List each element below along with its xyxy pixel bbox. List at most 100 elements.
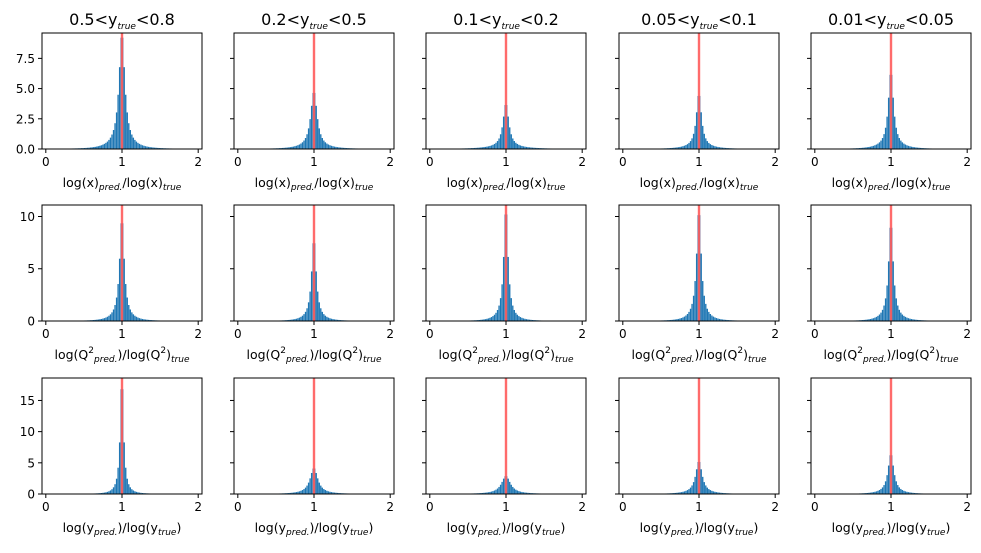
histogram-bar: [126, 478, 128, 494]
x-tick-label: 0: [811, 155, 819, 169]
label-part: /: [506, 347, 511, 362]
histogram-bar: [910, 319, 913, 321]
histogram-bar: [131, 134, 133, 149]
histogram-bar: [292, 146, 295, 149]
label-part: log(Q: [127, 347, 161, 362]
label-part: true: [927, 528, 946, 538]
histogram-bar: [904, 491, 907, 494]
histogram-bar: [474, 147, 476, 149]
histogram-bar: [862, 147, 864, 149]
x-tick-label: 2: [963, 327, 971, 341]
label-part: log(y: [447, 520, 479, 535]
x-tick-label: 2: [578, 155, 586, 169]
histogram-bar: [516, 314, 519, 321]
histogram-bar: [129, 309, 131, 321]
histogram-bar: [723, 319, 725, 321]
x-tick-label: 0: [234, 327, 242, 341]
histogram-bar: [860, 147, 862, 149]
label-part: log(y: [896, 520, 928, 535]
label-part: <: [905, 10, 918, 29]
histogram-bar: [289, 319, 291, 321]
column-title: 0.05<ytrue<0.1: [641, 10, 757, 32]
histogram-bar: [894, 475, 896, 494]
label-part: /: [891, 347, 896, 362]
histogram-bar: [706, 141, 708, 149]
histogram-bar: [315, 271, 317, 321]
histogram-bar: [692, 295, 695, 321]
histogram-bar: [135, 316, 138, 321]
histogram-bar: [495, 489, 497, 494]
x-tick-label: 0: [619, 327, 627, 341]
histogram-bar: [493, 314, 496, 321]
histogram-bar: [112, 309, 115, 321]
histogram-bar: [102, 492, 104, 494]
histogram-bar: [686, 314, 689, 321]
histogram-bar: [515, 142, 517, 149]
histogram-bar: [128, 484, 130, 494]
histogram-bar: [680, 492, 683, 494]
histogram-bar: [109, 137, 112, 149]
histogram-bar: [900, 488, 902, 494]
x-tick-label: 1: [118, 500, 126, 514]
label-part: true: [555, 355, 574, 365]
histogram-bar: [522, 318, 525, 321]
label-part: ): [502, 347, 507, 362]
x-tick-label: 2: [771, 327, 779, 341]
histogram-bar: [721, 147, 724, 149]
histogram-bar: [874, 317, 876, 321]
histogram-bar: [895, 298, 897, 321]
x-tick-label: 2: [963, 155, 971, 169]
histogram-bar: [333, 146, 336, 149]
histogram-bar: [913, 147, 916, 149]
histogram-bar: [108, 491, 110, 494]
histogram-bar: [492, 144, 494, 149]
label-part: log(x): [511, 175, 547, 190]
histogram-bar: [674, 319, 676, 321]
x-tick-label: 1: [502, 327, 510, 341]
histogram-bar: [483, 492, 485, 494]
x-tick-label: 0: [234, 500, 242, 514]
x-tick-label: 0: [426, 327, 434, 341]
histogram-bar: [530, 319, 532, 321]
histogram-bar: [117, 284, 119, 321]
label-part: ): [118, 520, 123, 535]
histogram-bar: [724, 319, 727, 321]
histogram-bar: [291, 492, 293, 494]
histogram-bar: [509, 481, 511, 494]
histogram-bar: [502, 478, 505, 494]
histogram-bar: [129, 487, 131, 494]
histogram-bar: [519, 491, 522, 494]
histogram-bar: [880, 488, 882, 494]
histogram-bar: [144, 146, 147, 149]
x-tick-label: 0: [811, 327, 819, 341]
histogram-bar: [291, 319, 293, 321]
histogram-bar: [333, 319, 336, 321]
histogram-bar: [128, 123, 130, 149]
label-part: true: [163, 183, 182, 193]
histogram-bar: [695, 253, 698, 321]
histogram-bar: [109, 314, 112, 321]
x-tick-label: 1: [887, 500, 895, 514]
histogram-bar: [501, 481, 503, 494]
x-tick-label: 0: [42, 327, 50, 341]
histogram-bar: [897, 134, 899, 149]
histogram-bar: [289, 492, 291, 494]
histogram-bar: [892, 97, 894, 149]
label-part: log(Q: [319, 347, 353, 362]
histogram-bar: [507, 478, 509, 494]
histogram-bar: [887, 261, 890, 321]
histogram-bar: [694, 476, 696, 494]
histogram-bar: [481, 492, 483, 494]
x-axis-label: log(x)pred./log(x)true: [447, 175, 566, 193]
label-part: /: [122, 520, 127, 535]
histogram-bar: [324, 315, 327, 321]
histogram-bar: [694, 281, 696, 321]
histogram-bar: [323, 489, 325, 494]
x-tick-label: 1: [695, 155, 703, 169]
histogram-bar: [291, 146, 293, 149]
label-part: ): [166, 347, 171, 362]
histogram-bar: [304, 487, 307, 494]
label-part: 0.5: [341, 10, 366, 29]
